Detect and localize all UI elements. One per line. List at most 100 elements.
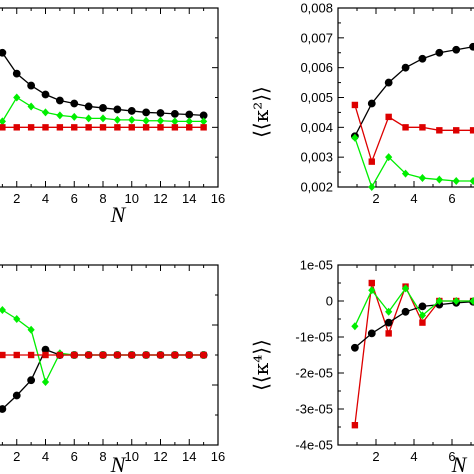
point-diamond xyxy=(385,153,393,162)
point-square xyxy=(114,351,121,359)
point-square xyxy=(402,124,409,131)
point-diamond xyxy=(435,297,443,305)
point-diamond xyxy=(385,307,393,316)
x-tick-label: 2 xyxy=(13,191,20,206)
point-circle xyxy=(27,376,36,385)
x-axis-label: N xyxy=(451,452,468,474)
point-diamond xyxy=(469,297,474,305)
point-square xyxy=(0,351,6,359)
point-square xyxy=(71,124,78,131)
point-circle xyxy=(401,307,410,316)
point-diamond xyxy=(156,116,165,125)
point-square xyxy=(42,351,49,359)
point-square xyxy=(27,124,35,131)
point-square xyxy=(200,351,207,359)
point-diamond xyxy=(99,114,107,123)
point-square xyxy=(171,351,179,359)
point-square xyxy=(186,124,193,131)
point-square xyxy=(157,351,164,359)
point-square xyxy=(351,422,359,429)
x-tick-label: 8 xyxy=(99,449,106,464)
x-axis-label: N xyxy=(110,452,127,474)
series-layer xyxy=(0,48,208,131)
point-circle xyxy=(0,48,7,57)
point-square xyxy=(385,113,392,121)
point-circle xyxy=(84,102,93,111)
point-square xyxy=(128,351,135,359)
point-circle xyxy=(99,104,107,112)
x-tick-label: 2 xyxy=(372,449,379,464)
y-tick-label: -1e-05 xyxy=(295,330,333,345)
point-square xyxy=(142,124,150,131)
x-tick-label: 6 xyxy=(71,191,78,206)
point-diamond xyxy=(368,183,376,191)
y-tick-label: 0 xyxy=(326,294,333,309)
x-tick-label: 10 xyxy=(125,191,139,206)
point-diamond xyxy=(401,169,410,178)
x-tick-label: 12 xyxy=(153,449,167,464)
x-tick-label: 4 xyxy=(42,449,49,464)
point-square xyxy=(99,124,107,131)
point-circle xyxy=(401,63,410,72)
point-circle xyxy=(367,329,376,338)
point-circle xyxy=(12,391,21,400)
point-circle xyxy=(0,405,7,413)
point-diamond xyxy=(435,175,443,184)
point-diamond xyxy=(401,284,410,293)
point-circle xyxy=(70,99,79,108)
y-tick-label: -3e-05 xyxy=(295,402,333,417)
point-circle xyxy=(127,107,136,115)
plot-frame xyxy=(337,264,474,446)
point-circle xyxy=(41,90,50,99)
y-tick-label: 0,003 xyxy=(300,150,333,165)
point-square xyxy=(42,124,49,131)
point-square xyxy=(99,351,107,359)
point-diamond xyxy=(185,117,193,126)
point-square xyxy=(56,351,64,359)
point-circle xyxy=(469,42,474,51)
point-diamond xyxy=(142,116,150,125)
point-diamond xyxy=(418,311,427,320)
series-line xyxy=(354,287,474,327)
plot-frame xyxy=(0,7,219,188)
x-tick-label: 4 xyxy=(410,449,417,464)
point-diamond xyxy=(41,378,50,386)
point-square xyxy=(419,319,426,326)
point-diamond xyxy=(41,108,50,117)
y-tick-label: -2e-05 xyxy=(295,366,333,381)
point-square xyxy=(368,279,375,287)
x-tick-label: 6 xyxy=(71,449,78,464)
point-square xyxy=(142,351,150,359)
point-square xyxy=(71,351,78,359)
y-tick-label: -4e-05 xyxy=(295,438,333,453)
x-tick-label: 16 xyxy=(211,191,225,206)
point-square xyxy=(0,124,6,131)
x-tick-label: 10 xyxy=(125,449,139,464)
x-tick-label: 14 xyxy=(182,449,196,464)
series-layer xyxy=(350,42,474,191)
point-square xyxy=(368,158,375,165)
point-square xyxy=(351,101,359,109)
point-square xyxy=(157,124,164,131)
point-square xyxy=(85,124,92,131)
point-circle xyxy=(452,45,461,54)
point-diamond xyxy=(0,306,6,314)
y-tick-label: 0,005 xyxy=(300,90,333,105)
point-circle xyxy=(156,109,165,117)
point-diamond xyxy=(13,315,21,323)
x-tick-label: 16 xyxy=(211,449,225,464)
point-diamond xyxy=(452,297,460,305)
point-square xyxy=(13,351,20,359)
y-tick-label: 0,004 xyxy=(300,120,333,135)
y-tick-label: 1e-05 xyxy=(300,258,333,273)
point-diamond xyxy=(13,93,21,102)
point-circle xyxy=(435,48,444,57)
point-square xyxy=(469,127,474,134)
point-diamond xyxy=(56,111,64,120)
y-tick-label: 0,002 xyxy=(300,180,333,195)
point-diamond xyxy=(70,112,78,121)
x-tick-label: 4 xyxy=(42,191,49,206)
y-tick-label: 0,007 xyxy=(300,30,333,45)
point-square xyxy=(128,124,135,131)
